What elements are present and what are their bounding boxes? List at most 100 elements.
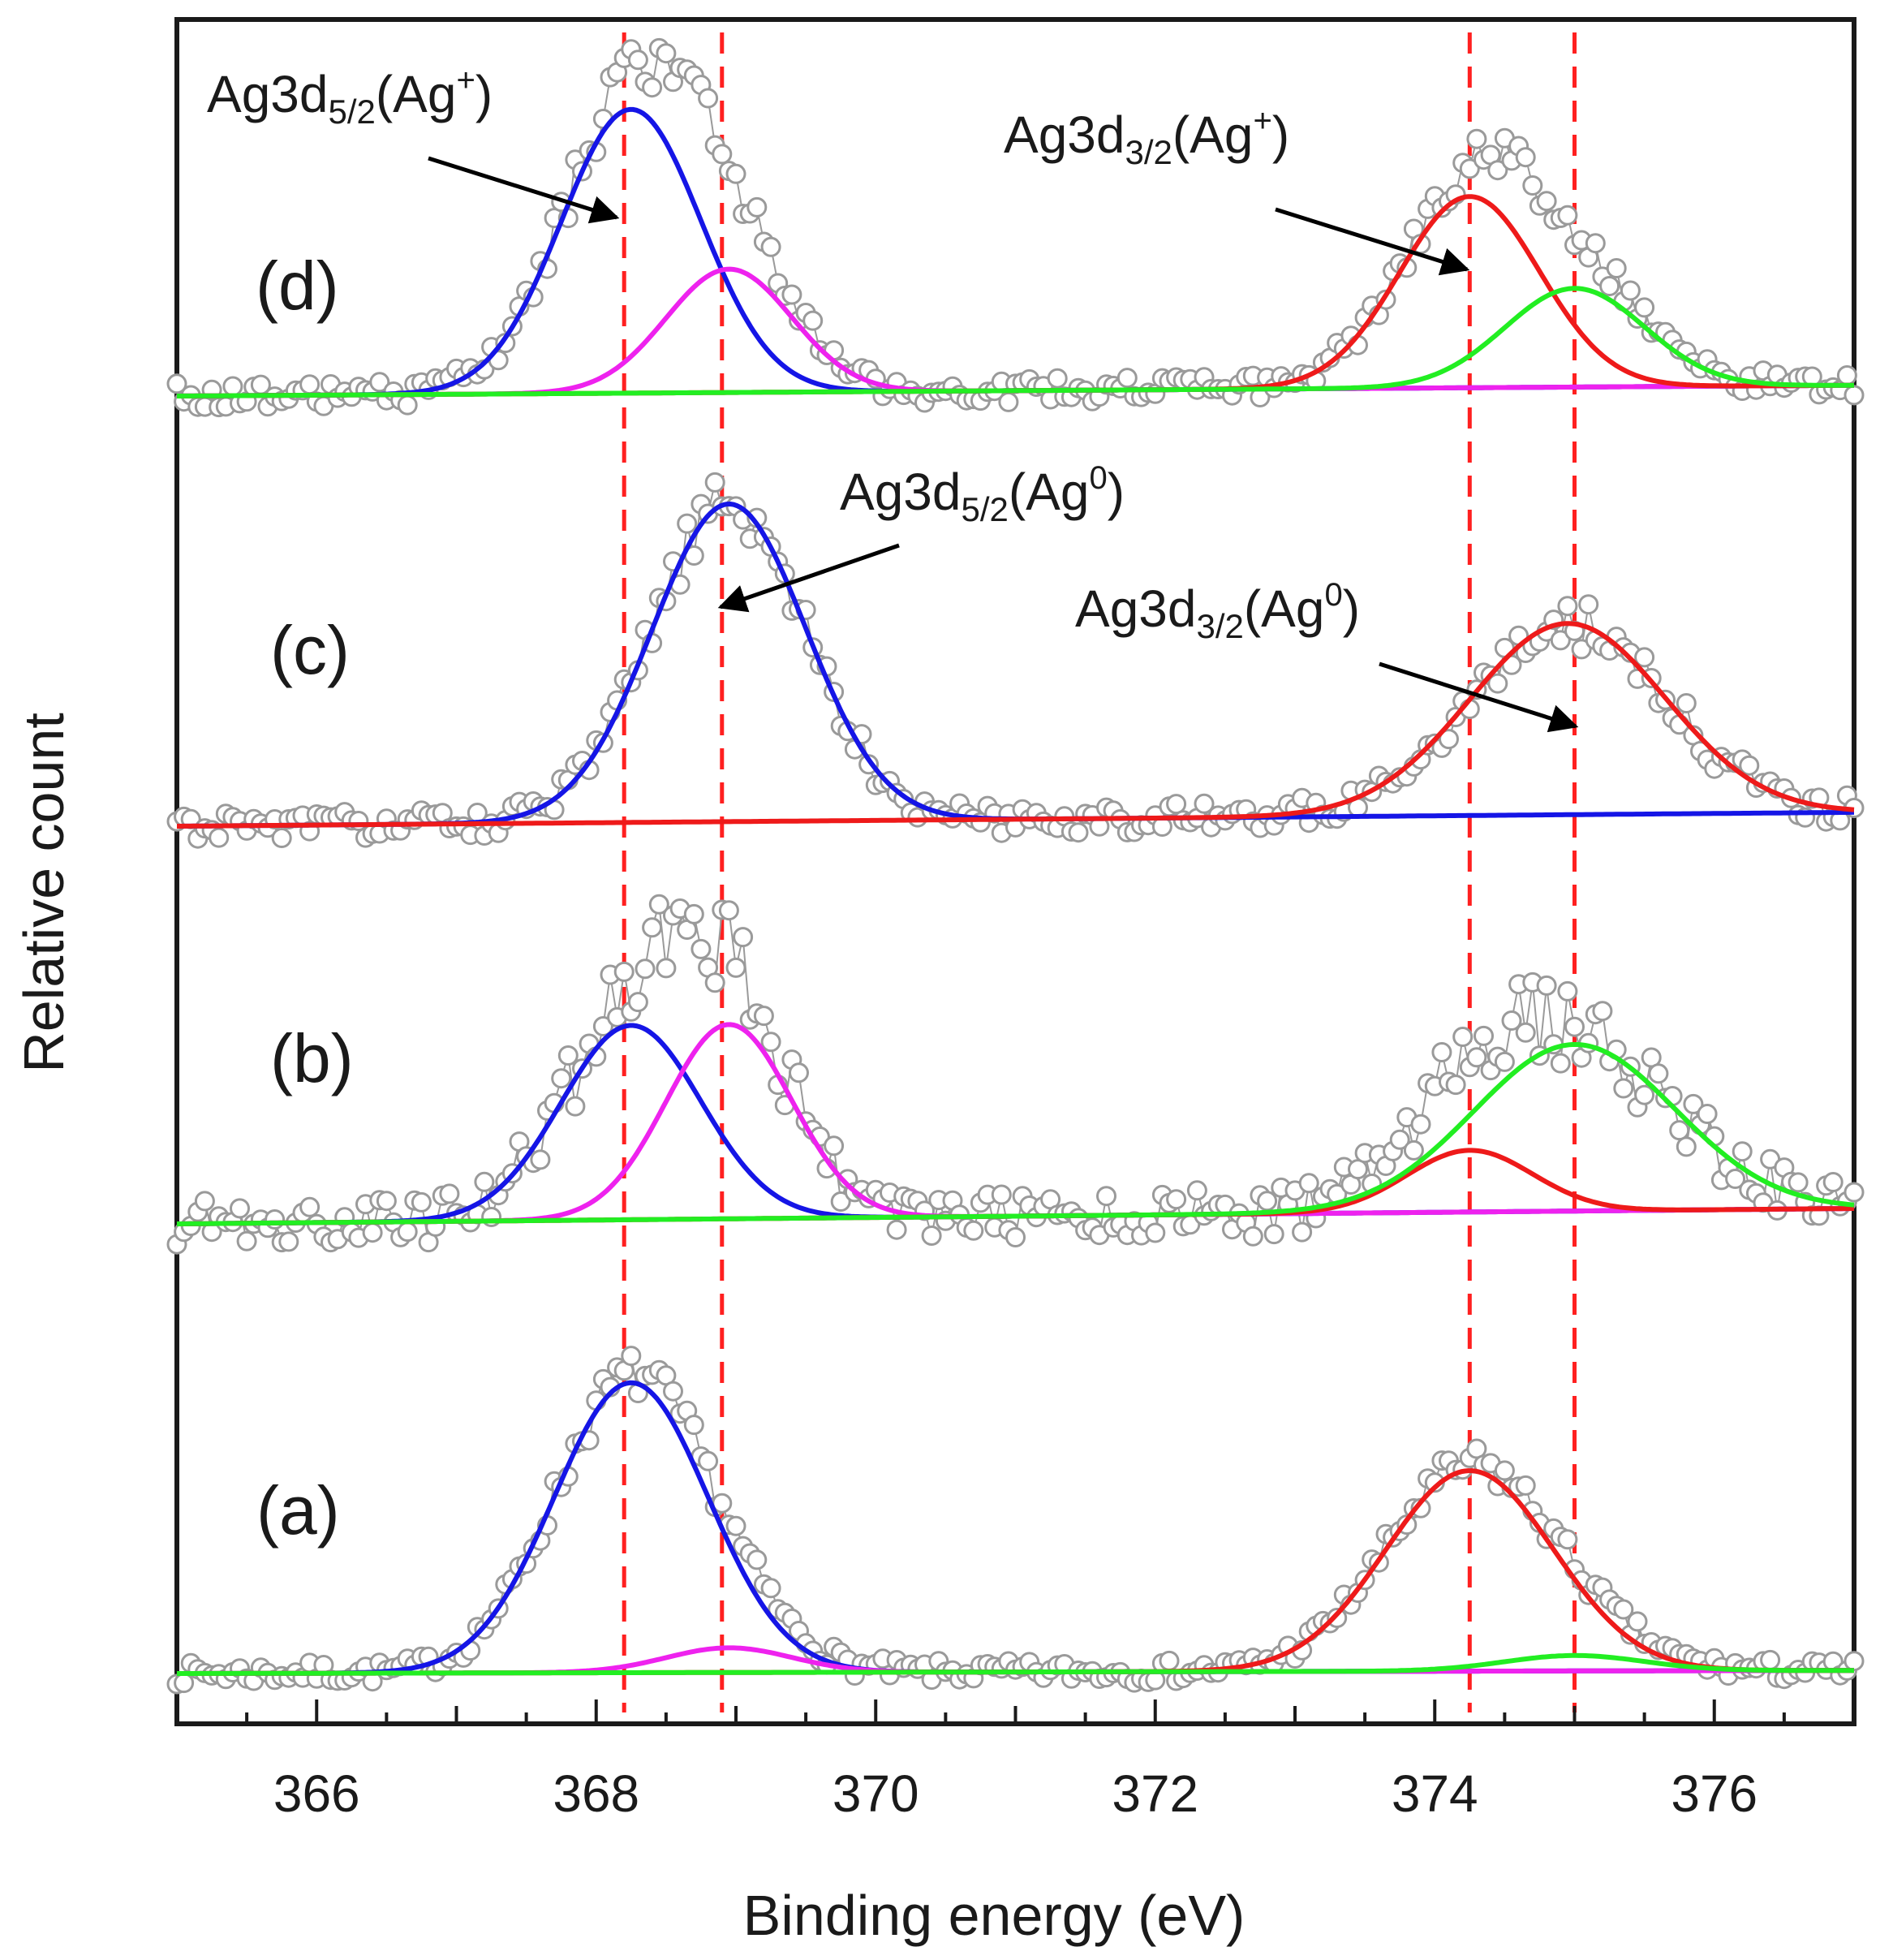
data-point [1606, 258, 1627, 278]
data-point [1676, 693, 1697, 713]
data-point [1788, 1172, 1809, 1193]
data-point [1585, 233, 1606, 254]
data-point [209, 827, 230, 848]
data-point [1822, 1172, 1844, 1192]
data-point [781, 284, 802, 305]
data-point [1844, 1182, 1865, 1203]
data-point [278, 1231, 299, 1252]
data-point [698, 1450, 719, 1471]
data-point [830, 1191, 851, 1212]
data-point [369, 372, 390, 393]
x-tick-label-368: 368 [553, 1764, 639, 1823]
data-point [1578, 594, 1599, 615]
data-point [1648, 1063, 1669, 1084]
data-point [565, 1096, 586, 1117]
data-point [1292, 1221, 1313, 1243]
fit-curve-2-red [177, 621, 1855, 829]
data-point [236, 1230, 257, 1251]
data-point [1452, 1027, 1474, 1047]
data-point [1550, 1053, 1571, 1074]
data-point [1474, 1025, 1494, 1046]
data-point [725, 1515, 746, 1536]
data-point [1494, 1460, 1515, 1481]
data-point [789, 1062, 809, 1083]
data-trace-0 [176, 1353, 1855, 1685]
data-point [271, 828, 292, 848]
data-point [921, 1226, 942, 1246]
reference-lines [622, 32, 1577, 1712]
data-point [1439, 729, 1459, 750]
data-point [1068, 822, 1089, 843]
annotation-ag3d52-ag0: Ag3d5/2(Ag0) [840, 460, 1125, 528]
data-point [1836, 365, 1857, 386]
data-point [642, 917, 663, 938]
arrow-ag3d32-agplus [1275, 207, 1470, 276]
data-point [1634, 647, 1655, 668]
data-point [1557, 205, 1578, 226]
data-point [963, 1220, 984, 1241]
data-point [746, 196, 768, 218]
data-point [1844, 385, 1865, 406]
data-point [1389, 1129, 1410, 1150]
panel-label-c: (c) [270, 612, 350, 688]
fit-curve-3-green [177, 286, 1854, 398]
data-point [1522, 175, 1543, 196]
data-point [627, 992, 648, 1013]
arrow-ag3d32-ag0 [1379, 661, 1579, 733]
data-point [760, 1032, 781, 1053]
panel-label-d: (d) [256, 248, 339, 324]
data-point [704, 972, 725, 993]
data-point [1669, 1120, 1690, 1141]
data-point [1487, 673, 1508, 694]
fit-curve-0-red [177, 1468, 1854, 1676]
data-point [1466, 128, 1487, 149]
data-point [222, 376, 243, 397]
data-point [1466, 1047, 1487, 1068]
data-point [1410, 1114, 1431, 1135]
data-point [1257, 1191, 1278, 1212]
data-point [613, 961, 635, 982]
data-points [166, 37, 1865, 1695]
data-point [753, 1006, 774, 1027]
data-point [704, 472, 725, 493]
data-point [557, 1045, 579, 1066]
x-axis-title: Binding energy (eV) [743, 1884, 1246, 1947]
data-point [1732, 1141, 1753, 1162]
data-point [1445, 1075, 1466, 1096]
data-point [1634, 1084, 1655, 1105]
data-point [397, 394, 418, 416]
data-point [683, 1415, 704, 1436]
annotation-ag3d32-agplus: Ag3d3/2(Ag+) [1004, 103, 1289, 171]
data-point [1263, 1224, 1284, 1245]
data-point [1242, 1226, 1263, 1247]
data-point [1298, 1173, 1319, 1194]
data-point [621, 1346, 642, 1367]
data-point [746, 1549, 768, 1570]
data-point [592, 1016, 613, 1036]
data-point [1145, 1222, 1166, 1243]
data-point [1536, 975, 1557, 996]
data-point [1327, 1608, 1348, 1628]
data-point [656, 958, 677, 979]
data-point [1613, 1078, 1634, 1099]
data-point [1536, 191, 1557, 212]
data-trace-2 [176, 482, 1855, 841]
data-point [1459, 158, 1480, 179]
data-point [1676, 1136, 1697, 1157]
data-point [299, 1196, 321, 1217]
data-point [1739, 755, 1760, 776]
data-point [1683, 1093, 1704, 1114]
x-tick-label-372: 372 [1112, 1764, 1198, 1823]
data-point [691, 938, 712, 959]
fit-curves [176, 106, 1855, 1676]
data-point [683, 903, 704, 924]
annotation-ag3d52-agplus: Ag3d5/2(Ag+) [207, 62, 493, 131]
data-point [194, 1191, 215, 1212]
data-point [166, 373, 187, 394]
data-point [1194, 793, 1215, 814]
data-point [174, 1673, 195, 1694]
data-point [1592, 1001, 1613, 1022]
data-point [725, 163, 746, 184]
annotation-ag3d32-ag0: Ag3d3/2(Ag0) [1075, 577, 1360, 645]
